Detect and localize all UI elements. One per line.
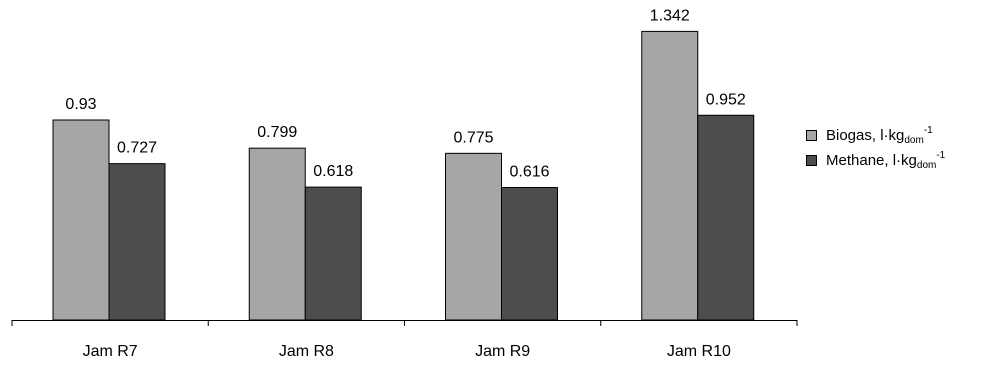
data-label-methane-jam-r9: 0.616 bbox=[509, 164, 549, 181]
data-label-methane-jam-r10: 0.952 bbox=[706, 91, 746, 108]
x-tick-label-jam-r8: Jam R8 bbox=[279, 343, 334, 360]
legend: Biogas, l·kgdom-1 Methane, l·kgdom-1 bbox=[806, 124, 945, 174]
bar-biogas-jam-r10 bbox=[641, 30, 699, 321]
bar-biogas-jam-r9 bbox=[445, 152, 502, 321]
bar-methane-jam-r9 bbox=[501, 187, 558, 321]
x-tick-label-jam-r10: Jam R10 bbox=[667, 343, 731, 360]
legend-label-methane: Methane, l·kgdom-1 bbox=[826, 149, 946, 171]
bar-methane-jam-r7 bbox=[108, 163, 166, 321]
data-label-biogas-jam-r9: 0.775 bbox=[453, 129, 493, 146]
data-label-biogas-jam-r7: 0.93 bbox=[65, 96, 96, 113]
legend-item-biogas: Biogas, l·kgdom-1 bbox=[806, 124, 945, 146]
bar-methane-jam-r10 bbox=[697, 114, 755, 321]
legend-item-methane: Methane, l·kgdom-1 bbox=[806, 149, 945, 171]
data-label-methane-jam-r7: 0.727 bbox=[117, 140, 157, 157]
legend-swatch-methane bbox=[806, 154, 817, 166]
data-label-methane-jam-r8: 0.618 bbox=[313, 163, 353, 180]
data-label-biogas-jam-r8: 0.799 bbox=[257, 124, 297, 141]
bar-biogas-jam-r8 bbox=[248, 147, 306, 321]
legend-label-biogas: Biogas, l·kgdom-1 bbox=[826, 124, 933, 146]
x-tick-label-jam-r9: Jam R9 bbox=[475, 343, 530, 360]
bar-methane-jam-r8 bbox=[304, 186, 362, 321]
legend-swatch-biogas bbox=[806, 129, 817, 141]
bar-biogas-jam-r7 bbox=[52, 119, 110, 321]
x-tick-label-jam-r7: Jam R7 bbox=[83, 343, 138, 360]
data-label-biogas-jam-r10: 1.342 bbox=[650, 7, 690, 24]
